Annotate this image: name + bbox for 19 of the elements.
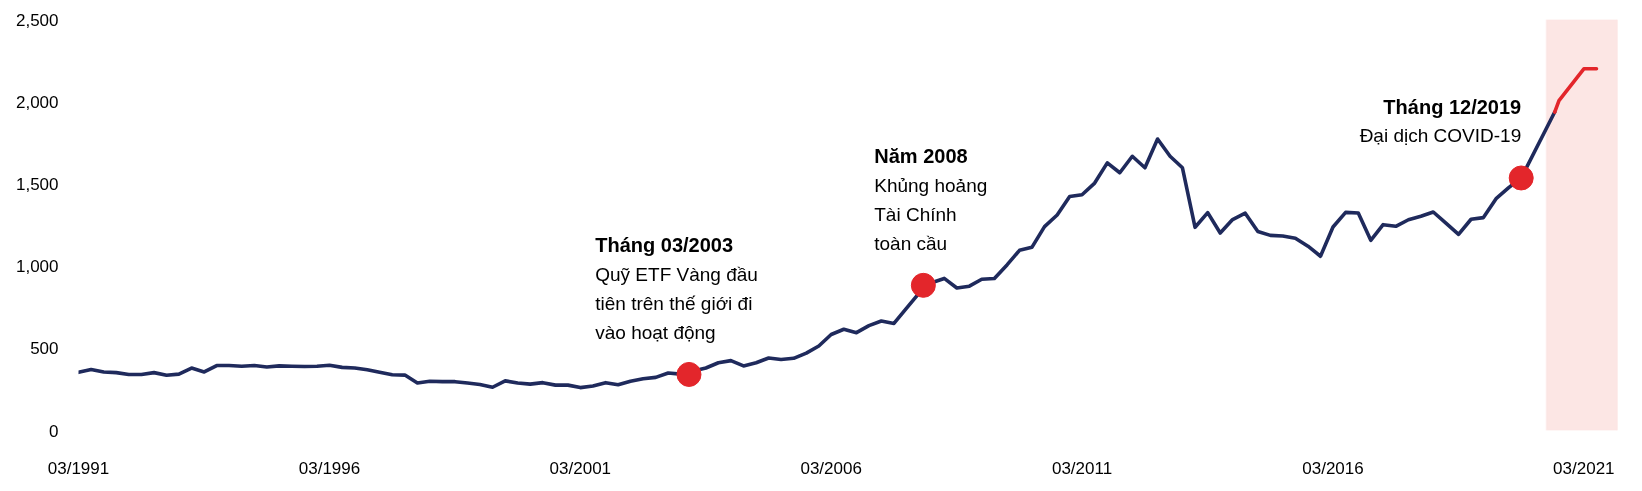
annotation: Tháng 12/2019 Đại dịch COVID-19 <box>1359 95 1522 147</box>
annotation: Tháng 03/2003 Quỹ ETF Vàng đầu tiên trên thế giới đi vào hoạt động <box>595 234 758 343</box>
point <box>676 361 702 387</box>
point <box>1508 165 1534 191</box>
x-tick-label: 03/2011 <box>1051 458 1113 478</box>
x-tick-label: 03/2016 <box>1302 458 1364 478</box>
y-tick-label: 1,500 <box>15 174 59 194</box>
annotation: Năm 2008 Khủng hoảng Tài Chính toàn cầu <box>874 145 988 254</box>
y-tick-label: 500 <box>30 339 59 359</box>
x-tick-label: 03/2006 <box>800 458 862 478</box>
x-tick-label: 03/2021 <box>1553 458 1615 478</box>
y-tick-label: 0 <box>49 421 59 441</box>
x-tick-label: 03/2001 <box>549 458 612 478</box>
x-tick-label: 03/1996 <box>298 458 361 478</box>
x-tick-label: 03/1991 <box>47 458 110 478</box>
y-tick-label: 2,500 <box>15 10 59 30</box>
y-tick-label: 1,000 <box>15 257 59 277</box>
point <box>910 272 936 298</box>
y-tick-label: 2,000 <box>15 92 59 112</box>
